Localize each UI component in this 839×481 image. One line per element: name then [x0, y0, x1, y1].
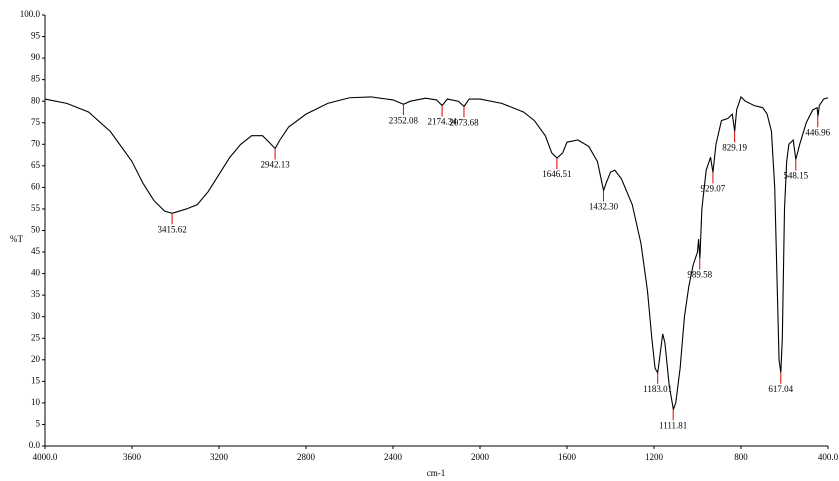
- y-tick-label: 50: [31, 225, 41, 235]
- y-tick-label: 60: [31, 181, 41, 191]
- peak-label: 617.04: [768, 384, 793, 394]
- y-tick-label: 5: [36, 419, 41, 429]
- peak-label: 446.96: [805, 127, 830, 137]
- peak-label: 929.07: [701, 183, 726, 193]
- peak-label: 2174.34: [427, 117, 457, 127]
- y-tick-label: 100.0: [20, 9, 41, 19]
- peak-label: 1111.81: [659, 420, 687, 430]
- peak-label: 1646.51: [542, 169, 571, 179]
- y-tick-label: 15: [31, 375, 41, 385]
- y-tick-label: 85: [31, 74, 41, 84]
- spectrum-line: [44, 95, 829, 412]
- y-tick-label: 0.0: [29, 440, 41, 450]
- x-tick-label: 3200: [210, 452, 229, 462]
- y-tick-label: 35: [31, 289, 41, 299]
- x-tick-label: 4000.0: [33, 452, 58, 462]
- y-tick-label: 80: [31, 95, 41, 105]
- y-tick-label: 40: [31, 268, 41, 278]
- x-tick-label: 400.0: [818, 452, 839, 462]
- x-tick-label: 1600: [558, 452, 577, 462]
- x-tick-label: 1200: [645, 452, 664, 462]
- x-tick-label: 800: [734, 452, 748, 462]
- y-tick-label: 65: [31, 160, 41, 170]
- x-tick-label: 2000: [471, 452, 490, 462]
- y-tick-label: 45: [31, 246, 41, 256]
- peak-label: 829.19: [722, 142, 747, 152]
- x-tick-label: 3600: [123, 452, 142, 462]
- peak-label: 989.58: [687, 270, 712, 280]
- y-tick-label: 95: [31, 31, 41, 41]
- peak-label: 1183.01: [643, 384, 672, 394]
- peak-label: 548.15: [783, 170, 808, 180]
- y-tick-label: 30: [31, 311, 41, 321]
- y-tick-label: 25: [31, 332, 41, 342]
- y-tick-label: 90: [31, 52, 41, 62]
- peak-label: 1432.30: [589, 201, 619, 211]
- peak-label: 2942.13: [260, 160, 290, 170]
- x-tick-label: 2400: [384, 452, 403, 462]
- y-axis-label: %T: [10, 234, 23, 244]
- peak-label: 3415.62: [157, 224, 186, 234]
- y-tick-label: 75: [31, 117, 41, 127]
- y-tick-label: 70: [31, 138, 41, 148]
- y-tick-label: 10: [31, 397, 41, 407]
- x-axis-label: cm-1: [427, 468, 446, 478]
- peak-label: 2073.68: [449, 117, 479, 127]
- peak-label: 2352.08: [389, 115, 419, 125]
- x-tick-label: 2800: [297, 452, 316, 462]
- y-tick-label: 20: [31, 354, 41, 364]
- y-tick-label: 55: [31, 203, 41, 213]
